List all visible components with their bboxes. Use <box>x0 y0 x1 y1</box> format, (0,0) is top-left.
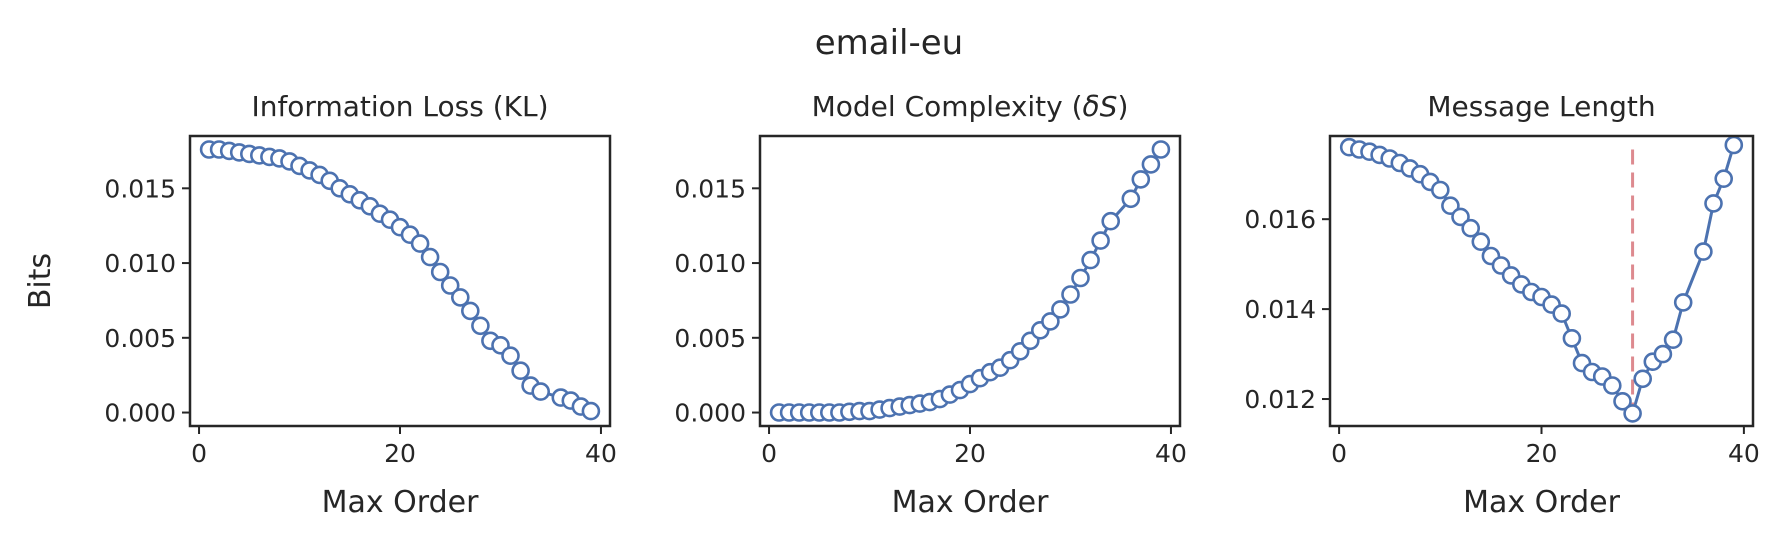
data-point <box>1101 211 1120 231</box>
x-tick-label: 0 <box>761 439 777 468</box>
y-axis-label: Bits <box>23 253 58 309</box>
panel-title: Model Complexity (δS) <box>812 90 1129 123</box>
data-point <box>1653 344 1673 364</box>
data-point <box>1694 242 1713 261</box>
y-tick-label: 0.016 <box>1244 205 1316 234</box>
data-point <box>1633 369 1652 389</box>
x-tick-label: 40 <box>1155 439 1187 468</box>
data-point <box>1071 268 1090 288</box>
panel-title: Message Length <box>1427 90 1655 123</box>
data-point <box>1151 140 1171 159</box>
data-point <box>420 247 440 267</box>
data-point <box>440 276 460 295</box>
data-point <box>501 346 520 366</box>
x-tick-label: 20 <box>384 439 416 468</box>
y-tick-label: 0.000 <box>674 399 746 428</box>
data-point <box>1714 169 1733 188</box>
data-point <box>1451 207 1470 227</box>
x-tick-label: 20 <box>954 439 986 468</box>
y-tick-label: 0.010 <box>674 249 746 278</box>
data-point <box>1673 293 1693 312</box>
data-point <box>1141 155 1161 174</box>
plot-frame <box>758 134 1182 428</box>
panel-title: Information Loss (KL) <box>251 90 548 123</box>
plot-frame <box>188 134 612 428</box>
data-point <box>460 301 480 321</box>
series-line <box>779 148 1163 414</box>
data-point <box>1081 250 1100 270</box>
data-point <box>1562 328 1582 348</box>
data-point <box>1471 232 1491 251</box>
data-point <box>1461 218 1480 238</box>
data-point <box>1663 330 1683 350</box>
data-point <box>531 382 551 401</box>
data-point <box>1552 304 1571 323</box>
data-point <box>450 288 470 307</box>
data-point <box>1061 285 1080 304</box>
panel-2: Model Complexity (δS) 0 20 40 0.000 0.005 0.01… <box>674 90 1186 520</box>
data-point <box>581 401 601 421</box>
data-point <box>1613 391 1632 411</box>
y-tick-label: 0.014 <box>1244 295 1316 324</box>
data-point <box>1623 404 1642 423</box>
series-line <box>1348 144 1736 417</box>
data-point <box>1091 231 1110 250</box>
data-point <box>1041 312 1060 331</box>
y-tick-label: 0.015 <box>674 174 746 203</box>
data-point <box>430 262 450 282</box>
x-axis-label: Max Order <box>322 485 479 520</box>
y-tick-label: 0.000 <box>104 399 176 428</box>
data-point <box>1724 135 1744 155</box>
panel-1: Information Loss (KL) 0 20 40 0.000 0.005 0.01… <box>23 90 617 520</box>
data-point <box>511 361 530 381</box>
plot-frame <box>1328 134 1755 428</box>
y-tick-label: 0.005 <box>674 324 746 353</box>
x-axis-label: Max Order <box>892 485 1049 520</box>
data-point <box>1603 376 1622 395</box>
x-tick-label: 40 <box>585 439 617 468</box>
data-point <box>1704 194 1723 213</box>
x-tick-label: 0 <box>191 439 207 468</box>
x-tick-label: 20 <box>1526 439 1558 468</box>
x-tick-label: 0 <box>1331 439 1347 468</box>
y-tick-label: 0.010 <box>104 249 176 278</box>
x-tick-label: 40 <box>1728 439 1760 468</box>
data-point <box>1051 300 1070 319</box>
x-axis-label: Max Order <box>1463 485 1620 520</box>
figure-title: email-eu <box>815 23 964 63</box>
y-tick-label: 0.012 <box>1244 385 1316 414</box>
data-point <box>1431 180 1450 200</box>
data-point <box>471 316 490 336</box>
data-point <box>1121 189 1141 209</box>
data-point <box>1441 196 1460 215</box>
y-tick-label: 0.015 <box>104 174 176 203</box>
y-tick-label: 0.005 <box>104 324 176 353</box>
series-line <box>209 148 592 413</box>
panel-3: Message Length 0 20 40 0.012 0.014 0.016 Max Or… <box>1244 90 1759 520</box>
data-point <box>410 234 430 253</box>
data-point <box>1131 170 1151 189</box>
